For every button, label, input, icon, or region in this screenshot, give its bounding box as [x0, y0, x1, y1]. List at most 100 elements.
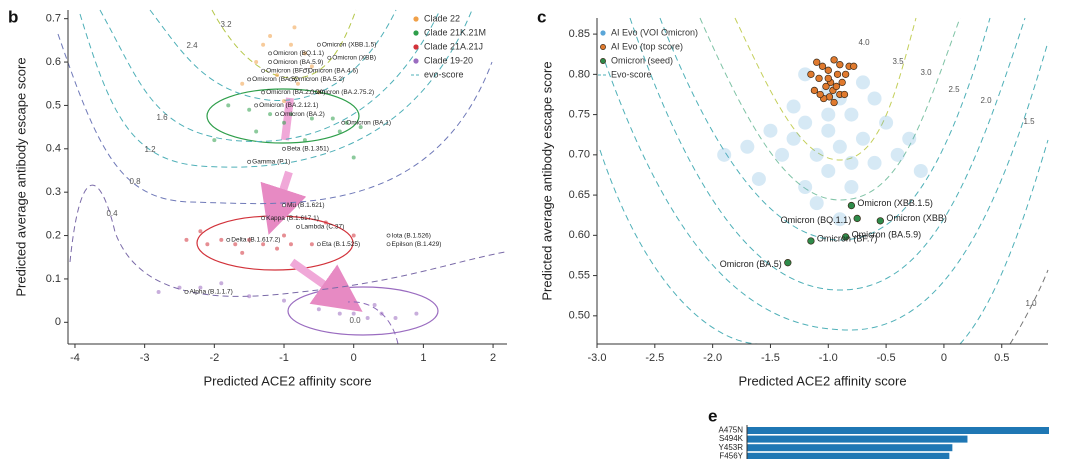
- data-point: [282, 233, 287, 238]
- contour-line: [79, 9, 473, 168]
- data-point: [809, 196, 824, 211]
- legend-label: AI Evo (top score): [611, 41, 683, 51]
- data-point: [913, 163, 928, 178]
- data-point: [247, 294, 252, 299]
- y-tick-label: 0.3: [46, 186, 61, 198]
- data-point: [261, 42, 266, 47]
- contour-line: [57, 33, 493, 205]
- data-point: [288, 112, 293, 117]
- variant-label: Omicron (XBB): [332, 54, 376, 61]
- contour-line: [347, 301, 399, 345]
- variant-point: [341, 120, 346, 125]
- data-point: [717, 147, 732, 162]
- variant-label: Omicron (BA.2.12.1): [259, 102, 318, 109]
- contour-line: [99, 9, 441, 142]
- data-point: [853, 214, 861, 223]
- y-tick-label: 0.60: [569, 229, 590, 241]
- panel-letter: b: [8, 7, 18, 26]
- contour-label: 2.0: [980, 96, 992, 105]
- data-point: [316, 307, 321, 312]
- variant-label: Omicron (BA.2.3.20): [266, 89, 325, 96]
- data-point: [786, 99, 801, 114]
- bar: [747, 452, 950, 459]
- data-point: [198, 285, 203, 290]
- data-point: [822, 82, 830, 91]
- data-point: [844, 180, 859, 195]
- variant-label: Omicron (BA.1): [346, 119, 391, 126]
- data-point: [844, 155, 859, 170]
- variant-point: [386, 233, 391, 238]
- data-point: [816, 90, 824, 99]
- point-label: Omicron (BA.5.9): [852, 229, 922, 239]
- contour-label: 1.5: [1023, 117, 1035, 126]
- legend-marker: [600, 44, 606, 50]
- contour-line: [211, 9, 357, 79]
- variant-label: Omicron (BF.7): [266, 67, 310, 74]
- data-point: [876, 217, 884, 225]
- point-label: Omicron (XBB): [886, 213, 947, 223]
- x-tick-label: 0.5: [994, 352, 1009, 364]
- y-tick-label: 0.1: [46, 273, 61, 285]
- data-point: [841, 70, 850, 78]
- data-point: [302, 138, 307, 143]
- data-point: [850, 62, 858, 70]
- data-point: [240, 250, 245, 255]
- data-point: [212, 138, 217, 143]
- evolution-arrow: [281, 97, 294, 141]
- data-point: [316, 90, 321, 95]
- data-point: [254, 129, 259, 134]
- y-tick-label: 0.7: [46, 13, 61, 25]
- variant-label: Omicron (BA.4.6): [308, 67, 358, 74]
- data-point: [295, 81, 300, 86]
- bar: [747, 444, 953, 452]
- contour-label: 0.0: [349, 316, 361, 325]
- data-point: [358, 125, 363, 130]
- y-tick-label: 0.4: [46, 143, 61, 155]
- data-point: [275, 246, 280, 251]
- data-point: [810, 86, 819, 95]
- variant-point: [247, 77, 252, 82]
- y-tick-label: Y453R: [719, 443, 744, 452]
- variant-point: [289, 77, 293, 82]
- contour-label: 4.0: [858, 38, 870, 47]
- x-tick-label: -1.0: [819, 352, 838, 364]
- variant-point: [184, 290, 189, 294]
- legend-marker: [600, 30, 606, 36]
- y-tick-label: F456Y: [719, 451, 743, 459]
- variant-label: Beta (B.1.351): [287, 146, 329, 153]
- contour-label: 2.4: [186, 41, 198, 50]
- point-label: Omicron (BQ.1.1): [781, 215, 852, 225]
- data-point: [372, 302, 377, 307]
- contour-line: [659, 17, 991, 241]
- x-tick-label: -3: [140, 352, 150, 364]
- data-point: [379, 311, 384, 316]
- data-point: [867, 155, 882, 170]
- data-point: [841, 233, 850, 241]
- variant-point: [275, 112, 279, 117]
- y-tick-label: A475N: [719, 426, 744, 435]
- data-point: [855, 131, 870, 146]
- variant-point: [282, 203, 286, 208]
- variant-point: [316, 42, 321, 47]
- y-tick-label: 0.70: [569, 149, 590, 161]
- variant-point: [386, 242, 391, 247]
- contour-label: 1.6: [156, 113, 168, 122]
- clade-ellipse: [206, 88, 360, 144]
- data-point: [807, 237, 815, 245]
- contour-line: [69, 184, 506, 297]
- data-point: [205, 242, 210, 247]
- variant-label: Omicron (BA.5): [252, 76, 297, 83]
- data-point: [821, 163, 836, 178]
- data-point: [247, 237, 252, 242]
- contour-label: 2.5: [948, 85, 960, 94]
- legend-marker: [413, 30, 419, 36]
- data-point: [879, 115, 894, 130]
- variant-point: [261, 216, 266, 221]
- data-point: [840, 90, 849, 99]
- contour-label: 1.0: [1025, 299, 1037, 308]
- y-tick-label: 0: [55, 316, 61, 328]
- data-point: [198, 229, 203, 234]
- variant-label: Gamma (P.1): [252, 159, 290, 166]
- data-point: [890, 147, 905, 162]
- contour-line: [734, 17, 917, 161]
